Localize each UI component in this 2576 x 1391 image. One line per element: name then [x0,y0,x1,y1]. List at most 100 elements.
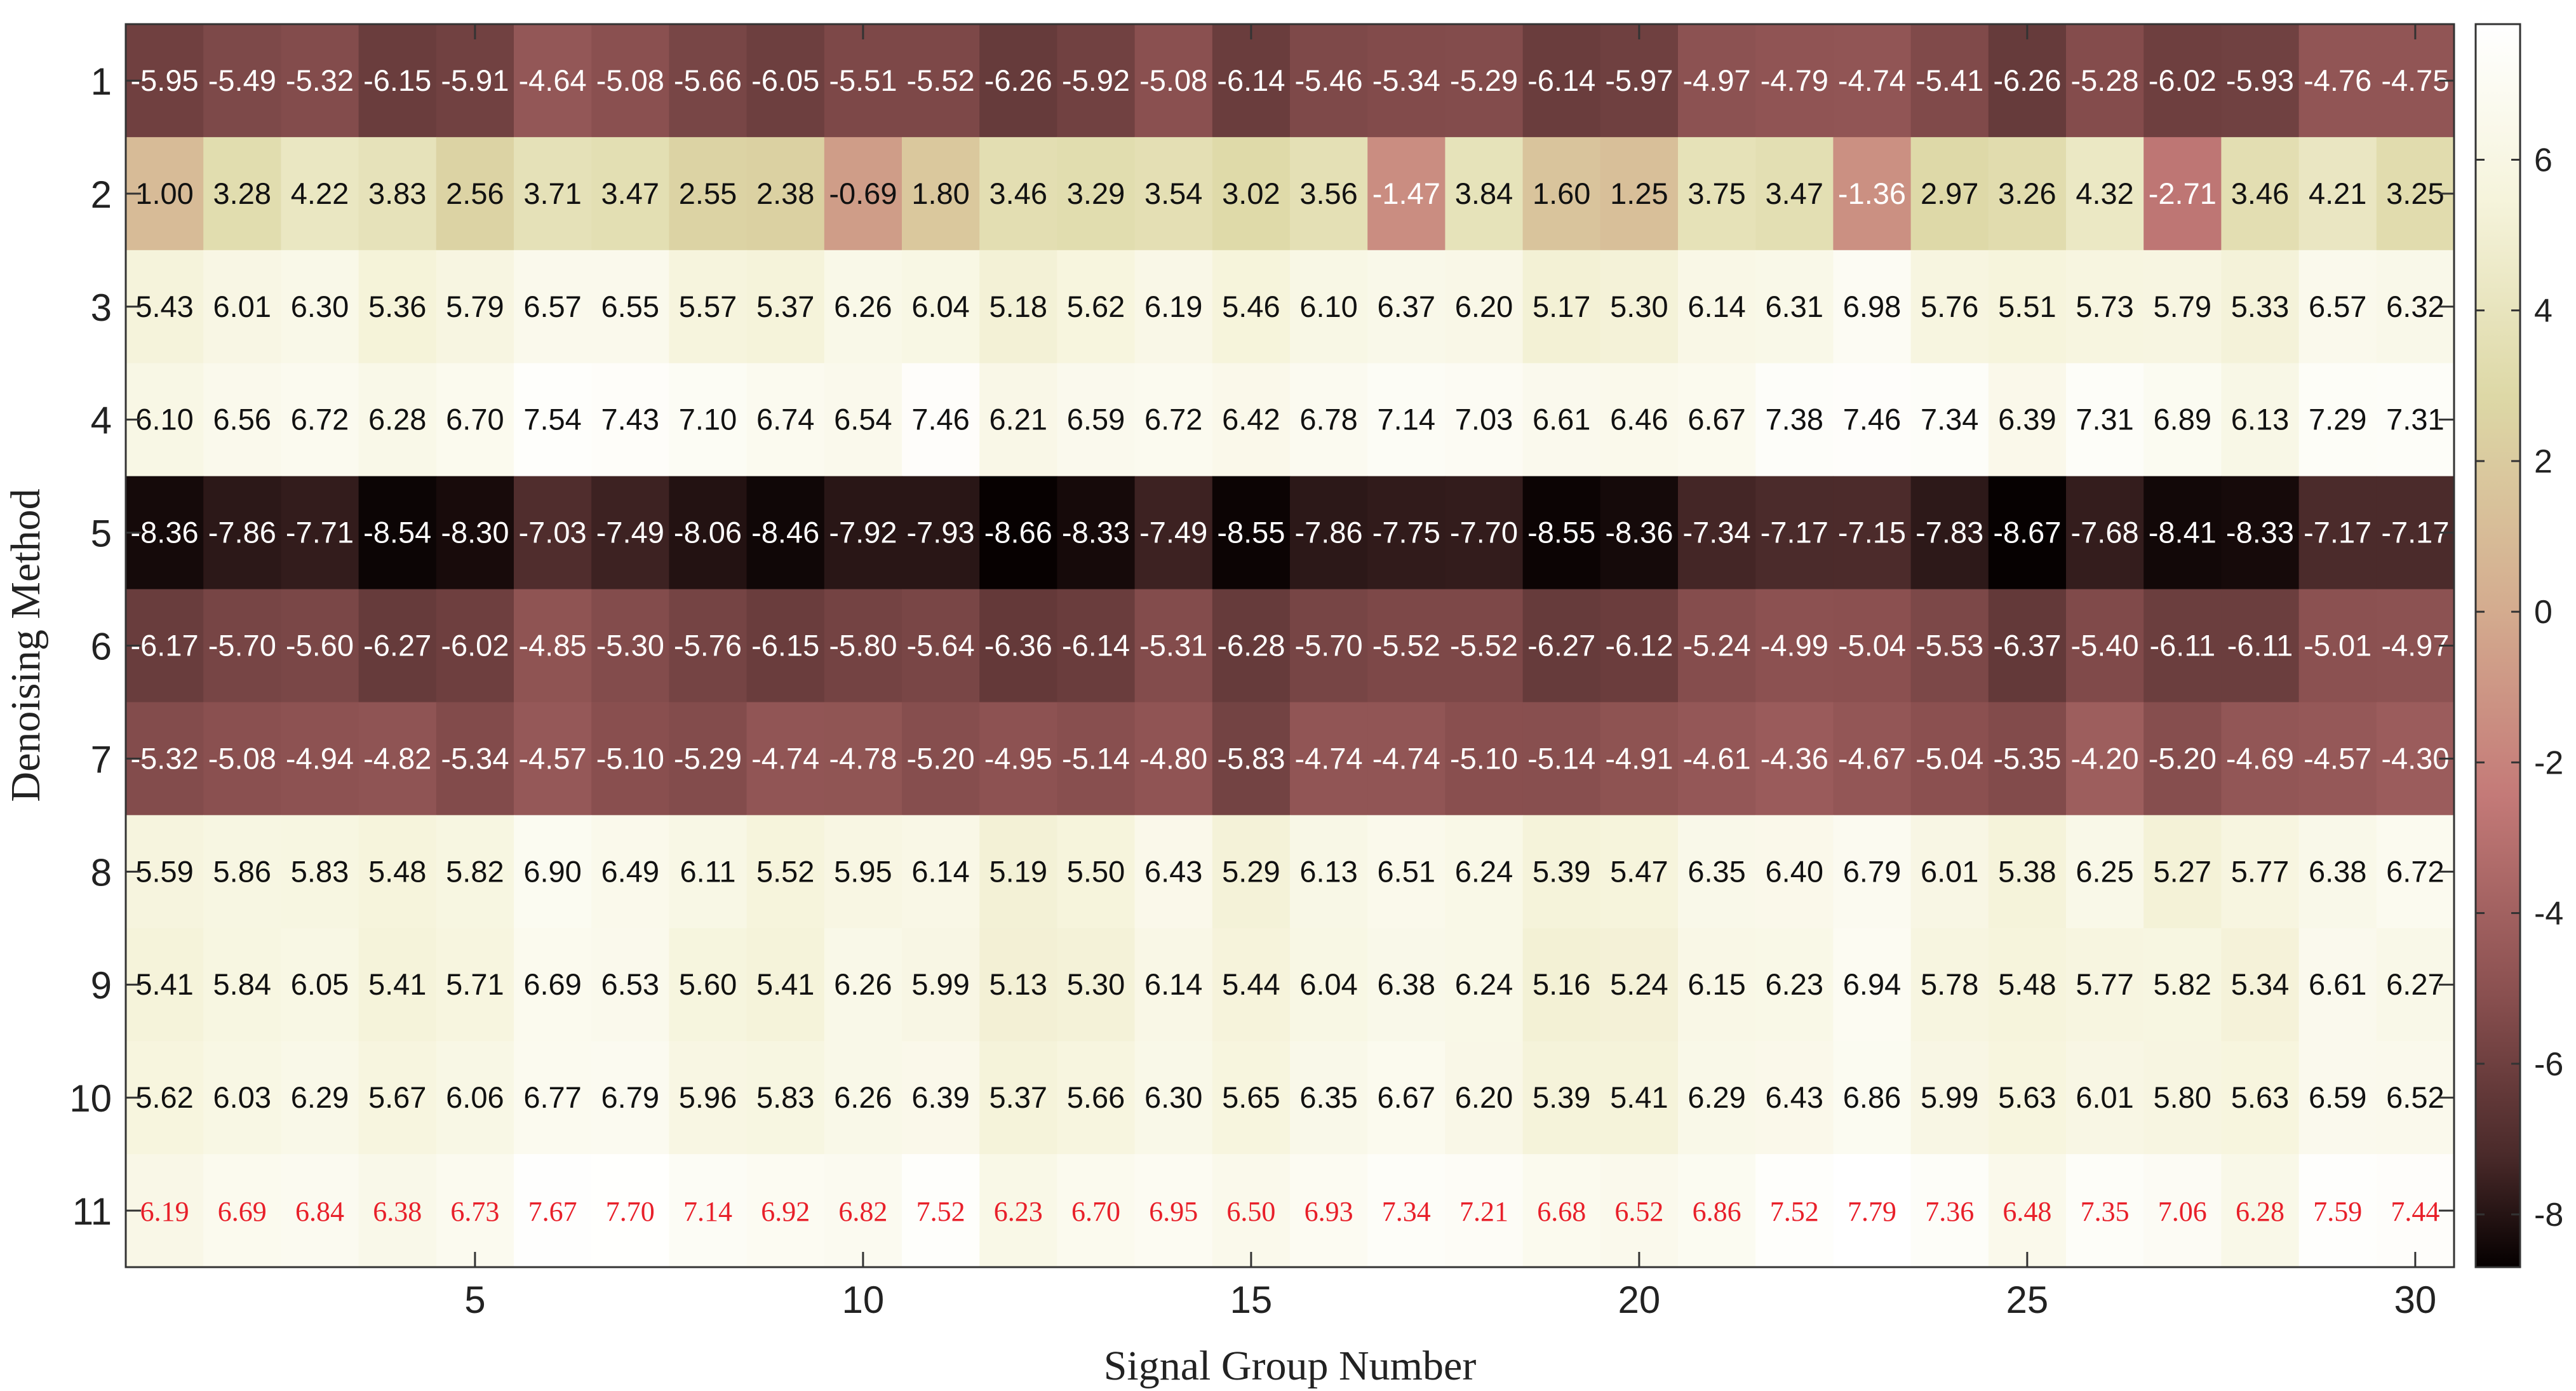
heatmap-cell [358,24,437,138]
heatmap-cell [203,1041,281,1155]
cell-value-label: 5.66 [1067,1080,1125,1114]
cell-value-label: -5.60 [286,629,354,662]
y-tick-label: 2 [91,173,112,216]
heatmap-cell [1600,476,1679,590]
heatmap-cell [1212,1041,1291,1155]
heatmap-cell [824,928,902,1042]
heatmap-cell [746,250,825,364]
cell-value-label: -5.01 [2304,629,2371,662]
cell-value-label: -7.68 [2071,516,2139,549]
heatmap-cell [1367,363,1446,477]
cell-value-label: 6.56 [213,403,271,436]
cell-value-label: 5.96 [679,1080,737,1114]
heatmap-cell [979,1154,1057,1268]
cell-value-label: 6.19 [1144,290,1202,323]
cell-value-label: -6.14 [1527,64,1595,97]
heatmap-cell [979,476,1057,590]
heatmap-cell [979,702,1057,816]
heatmap-cell [1600,137,1679,251]
heatmap-cell [436,928,514,1042]
cell-value-label: 3.47 [1766,177,1823,210]
heatmap-cell [281,815,359,929]
cell-value-label: 6.13 [2231,403,2289,436]
heatmap-cell [1600,702,1679,816]
cell-value-label: 6.05 [291,967,349,1001]
colorbar-tick-label: 6 [2534,142,2553,178]
heatmap-cell [1988,702,2067,816]
heatmap-cell [746,137,825,251]
cell-value-label: 6.40 [1766,854,1823,888]
cell-value-label: 6.82 [838,1196,887,1227]
cell-value-label: 5.47 [1610,854,1668,888]
cell-value-label: -5.08 [596,64,664,97]
heatmap-cell [1522,589,1601,703]
heatmap-cell [1600,928,1679,1042]
cell-value-label: -7.17 [2381,516,2449,549]
cell-value-label: 6.04 [911,290,969,323]
heatmap-cell [1057,24,1136,138]
heatmap-cell [1522,1041,1601,1155]
cell-value-label: 7.14 [683,1196,732,1227]
heatmap-cell [1910,137,1989,251]
cell-value-label: 3.46 [989,177,1047,210]
cell-value-label: -5.40 [2071,629,2139,662]
y-tick-label: 1 [91,60,112,103]
cell-value-label: 1.80 [911,177,969,210]
heatmap-cell [514,137,592,251]
heatmap-cell [1367,589,1446,703]
heatmap-cell [1600,363,1679,477]
heatmap-cell [669,702,748,816]
cell-value-label: 5.77 [2231,854,2289,888]
cell-value-label: 6.11 [680,854,736,888]
cell-value-label: 5.52 [756,854,814,888]
heatmap-cell [669,137,748,251]
cell-value-label: 6.29 [291,1080,349,1114]
cell-value-label: 6.46 [1610,403,1668,436]
cell-value-label: -4.67 [1838,741,1906,775]
heatmap-cell [1522,1154,1601,1268]
cell-value-label: -6.11 [2149,629,2215,662]
heatmap-cell [358,476,437,590]
heatmap-cell [669,928,748,1042]
heatmap-cell [2221,589,2300,703]
cell-value-label: -5.31 [1139,629,1207,662]
heatmap-cell [591,589,669,703]
cell-value-label: -6.27 [363,629,431,662]
heatmap-cell [1445,815,1524,929]
heatmap-cell [1678,476,1756,590]
cell-value-label: 7.52 [916,1196,965,1227]
cell-value-label: -5.30 [596,629,664,662]
heatmap-cell [2221,476,2300,590]
heatmap-cell [746,1154,825,1268]
heatmap-cell [1833,476,1912,590]
cell-value-label: 1.00 [135,177,193,210]
heatmap-cell [1134,1041,1213,1155]
cell-value-label: 7.70 [606,1196,655,1227]
heatmap-cell [1833,24,1912,138]
cell-value-label: -5.64 [907,629,975,662]
cell-value-label: -7.71 [286,516,354,549]
axis-ticks: 1 2 3 4 5 6 7 8 9 10 11 5 10 15 20 25 30 [69,24,2454,1321]
cell-value-label: 6.69 [523,967,581,1001]
heatmap-cell [1910,589,1989,703]
heatmap-cell [1290,702,1368,816]
cell-value-label: 6.23 [994,1196,1043,1227]
y-tick-label: 8 [91,851,112,894]
cell-value-label: 5.41 [135,967,193,1001]
heatmap-cell [1057,137,1136,251]
heatmap-cell [1833,1041,1912,1155]
cell-value-label: 6.72 [291,403,349,436]
heatmap-cell [1445,137,1524,251]
heatmap-cell [1755,815,1834,929]
heatmap-cell [1212,363,1291,477]
heatmap-cell [1367,476,1446,590]
cell-value-label: 6.35 [1687,854,1745,888]
heatmap-cell [281,137,359,251]
cell-value-label: 5.57 [679,290,737,323]
cell-value-label: 6.39 [911,1080,969,1114]
heatmap-cell [902,476,980,590]
heatmap-cell [1445,702,1524,816]
heatmap-cell [2066,1154,2144,1268]
heatmap-cell [436,815,514,929]
cell-value-label: 6.32 [2386,290,2444,323]
